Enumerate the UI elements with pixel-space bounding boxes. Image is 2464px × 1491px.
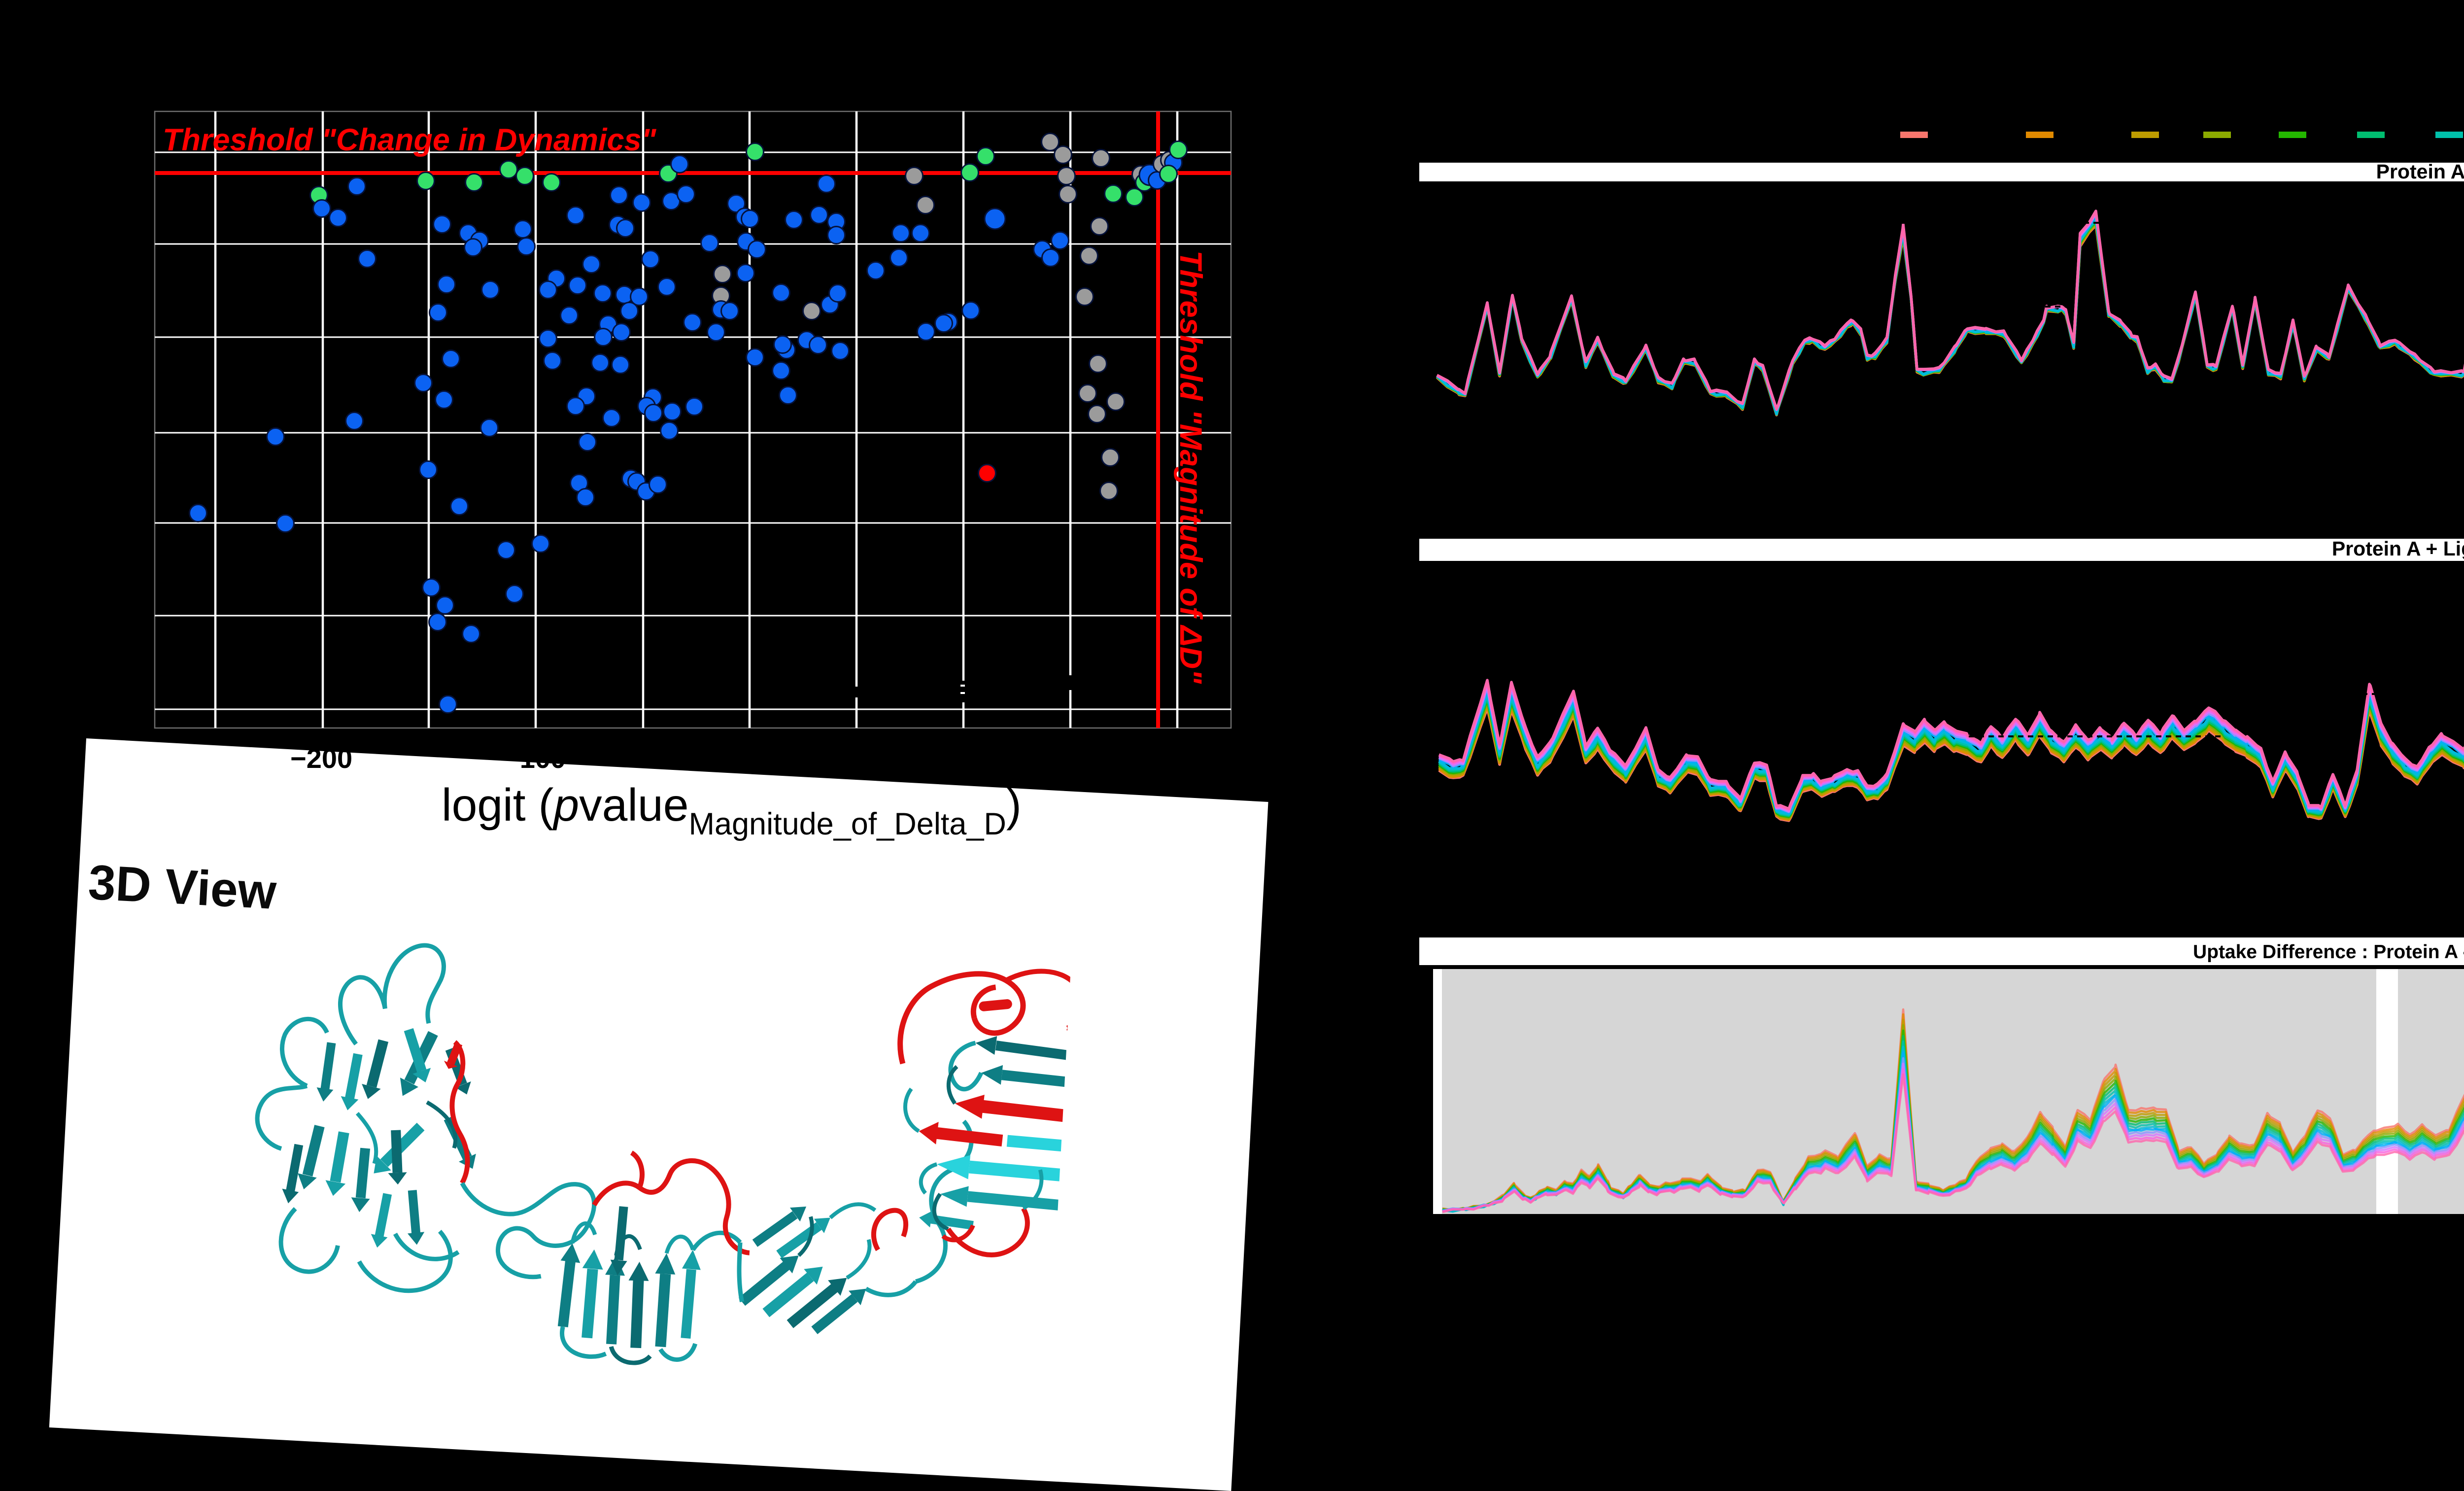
svg-text:Uptake Difference : Protein A: Uptake Difference : Protein A - (Protein… <box>2193 941 2464 963</box>
svg-text:Protein A: Protein A <box>2376 160 2464 183</box>
svg-text:Protein A + Ligand: Protein A + Ligand <box>2332 537 2464 560</box>
